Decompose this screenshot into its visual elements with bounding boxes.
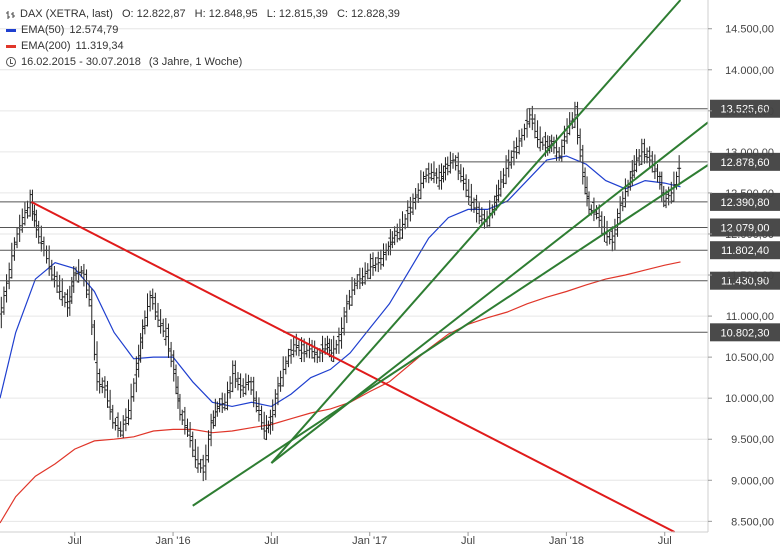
ema200-label: EMA(200) xyxy=(21,40,71,52)
level-label-bg xyxy=(710,152,780,171)
period-note: (3 Jahre, 1 Woche) xyxy=(148,56,243,68)
level-label: 12.079,00 xyxy=(721,222,770,234)
close-value: C: 12.828,39 xyxy=(336,8,400,20)
y-tick-label: 11.500,00 xyxy=(726,270,774,282)
y-tick-label: 13.500,00 xyxy=(725,106,774,118)
ohlc-row: DAX (XETRA, last) O: 12.822,87 H: 12.848… xyxy=(6,6,406,22)
ema200-value: 11.319,34 xyxy=(75,40,124,52)
x-tick-label: Jan '16 xyxy=(155,535,190,547)
ema200-legend: EMA(200) 11.319,34 xyxy=(6,38,406,54)
level-label: 13.525,60 xyxy=(721,104,770,116)
level-label-bg xyxy=(710,218,780,237)
trendlines-layer xyxy=(31,0,709,533)
y-tick-label: 9.000,00 xyxy=(731,475,774,487)
level-label-bg xyxy=(710,99,780,118)
y-tick-label: 9.500,00 xyxy=(731,434,774,446)
x-tick-label: Jan '18 xyxy=(549,535,584,547)
y-tick-label: 14.500,00 xyxy=(725,24,774,36)
grid-layer xyxy=(0,28,708,522)
legend: DAX (XETRA, last) O: 12.822,87 H: 12.848… xyxy=(6,6,406,70)
high-value: H: 12.848,95 xyxy=(194,8,258,20)
level-label: 12.390,80 xyxy=(721,197,770,209)
date-range: 16.02.2015 - 30.07.2018 xyxy=(21,56,141,68)
ema200-layer xyxy=(0,261,681,524)
ema50-value: 12.574,79 xyxy=(69,24,119,36)
ema50-legend: EMA(50) 12.574,79 xyxy=(6,22,406,38)
y-tick-label: 8.500,00 xyxy=(731,516,774,528)
y-tick-label: 12.500,00 xyxy=(725,188,774,200)
ohlc-bars-icon xyxy=(6,9,16,19)
clock-icon xyxy=(6,57,16,67)
level-label-bg xyxy=(710,323,780,342)
period-row: 16.02.2015 - 30.07.2018 (3 Jahre, 1 Woch… xyxy=(6,54,406,70)
x-tick-label: Jul xyxy=(658,535,672,547)
x-tick-label: Jul xyxy=(461,535,475,547)
horizontal-levels-layer: 13.525,60 12.878,60 12.390,80 12.079,00 11.8… xyxy=(0,99,780,342)
ema200-swatch xyxy=(6,44,16,48)
ema50-label: EMA(50) xyxy=(21,24,65,36)
price-bars-layer xyxy=(0,101,682,482)
level-label-bg xyxy=(710,192,780,211)
level-label: 10.802,30 xyxy=(721,327,770,339)
y-tick-label: 11.000,00 xyxy=(726,311,774,323)
level-label-bg xyxy=(710,241,780,260)
level-label: 11.430,90 xyxy=(721,276,769,288)
y-tick-label: 12.000,00 xyxy=(725,229,774,241)
ema200-line xyxy=(0,261,681,524)
level-label: 11.802,40 xyxy=(721,245,769,257)
level-label-bg xyxy=(710,271,780,290)
instrument-label: DAX (XETRA, last) xyxy=(20,8,113,20)
y-tick-label: 13.000,00 xyxy=(725,147,774,159)
trendline-uptrend-steep xyxy=(270,0,682,464)
level-label: 12.878,60 xyxy=(721,157,770,169)
low-value: L: 12.815,39 xyxy=(266,8,328,20)
y-tick-label: 14.000,00 xyxy=(725,65,774,77)
ema50-swatch xyxy=(6,28,16,32)
trendline-uptrend-flat xyxy=(192,164,709,507)
y-tick-label: 10.500,00 xyxy=(725,352,774,364)
x-tick-label: Jul xyxy=(264,535,278,547)
trendline-uptrend-mid xyxy=(270,121,709,464)
trendline-downtrend xyxy=(31,201,676,533)
y-tick-label: 10.000,00 xyxy=(725,393,774,405)
open-value: O: 12.822,87 xyxy=(121,8,186,20)
x-tick-label: Jul xyxy=(68,535,82,547)
x-tick-label: Jan '17 xyxy=(352,535,387,547)
